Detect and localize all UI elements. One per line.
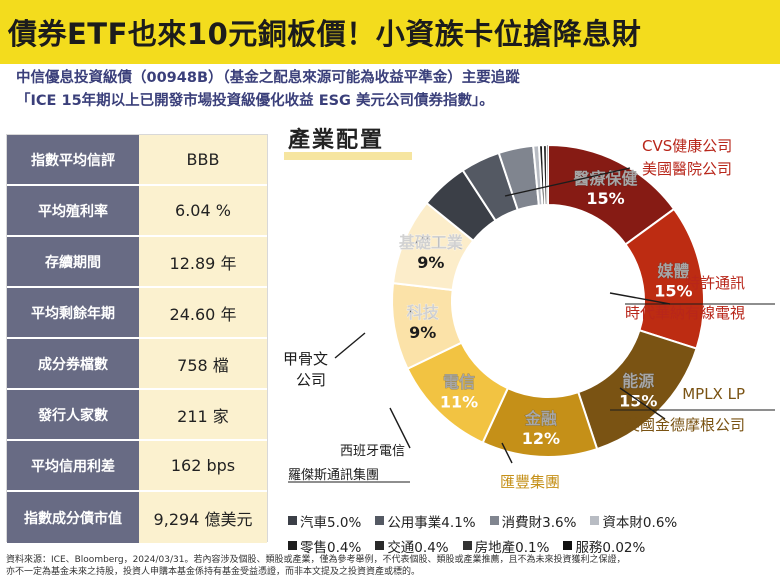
slice-label: 醫療保健 <box>574 169 638 188</box>
example-company: 甲骨文 <box>283 350 328 368</box>
stats-label: 成分券檔數 <box>7 339 139 388</box>
page-title: 債券ETF也來10元銅板價！小資族卡位搶降息財 <box>8 17 642 51</box>
subtitle-line-2: 「ICE 15年期以上已開發市場投資級優化收益 ESG 美元公司債券指數」。 <box>16 93 494 109</box>
example-company: MPLX LP <box>682 385 745 403</box>
legend-item: 資本財0.6% <box>590 511 677 531</box>
example-company: CVS健康公司 <box>642 137 732 155</box>
stats-row: 發行人家數 211 家 <box>7 390 267 441</box>
legend-label: 房地產0.1% <box>474 539 550 556</box>
stats-label: 平均剩餘年期 <box>7 288 139 337</box>
legend-item: 交通0.4% <box>375 536 449 556</box>
legend-row: 零售0.4% 交通0.4% 房地產0.1% 服務0.02% <box>288 533 768 558</box>
example-company: 西班牙電信 <box>340 444 405 459</box>
stats-value: 211 家 <box>139 390 267 439</box>
stats-value: 24.60 年 <box>139 288 267 337</box>
slice-value: 9% <box>409 323 436 342</box>
legend-item: 消費財3.6% <box>489 511 577 531</box>
legend-swatch <box>489 516 499 525</box>
slice-label: 能源 <box>622 371 654 390</box>
legend-row: 汽車5.0% 公用事業4.1% 消費財3.6% 資本財0.6% <box>288 508 768 533</box>
slice-value: 9% <box>417 253 444 272</box>
stats-row: 指數平均信評 BBB <box>7 135 267 186</box>
legend-swatch <box>375 541 385 550</box>
subtitle-line-1: 中信優息投資級債（00948B）（基金之配息來源可能為收益平準金）主要追蹤 <box>16 70 520 86</box>
stats-value: BBB <box>139 135 267 184</box>
stats-value: 12.89 年 <box>139 237 267 286</box>
example-company: 美國金德摩根公司 <box>625 416 745 434</box>
stats-table: 指數平均信評 BBB 平均殖利率 6.04 % 存續期間 12.89 年 平均剩餘年期… <box>6 134 268 543</box>
legend-item: 零售0.4% <box>288 536 361 556</box>
stats-row: 指數成分債市值 9,294 億美元 <box>7 492 267 543</box>
legend-label: 交通0.4% <box>387 539 449 556</box>
stats-label: 平均殖利率 <box>7 186 139 235</box>
legend-swatch <box>288 541 297 550</box>
donut-chart: 醫療保健15%媒體15%能源15%金融12%電信11%科技9%基礎工業9%CVS… <box>283 137 775 491</box>
footer-line-2: 亦不一定為基金未來之持股，投資人申購本基金係持有基金受益憑證，而非本文提及之投資… <box>6 567 421 577</box>
legend-label: 零售0.4% <box>300 539 362 556</box>
legend-swatch <box>462 541 472 550</box>
chart-title: 產業配置 <box>288 128 385 153</box>
annotation-leader-line <box>619 387 666 420</box>
slice-value: 12% <box>522 429 560 448</box>
example-company: 匯豐集團 <box>500 473 560 491</box>
stats-value: 162 bps <box>139 441 267 490</box>
stats-row: 平均殖利率 6.04 % <box>7 186 267 237</box>
slice-value: 11% <box>440 393 478 412</box>
stats-row: 成分券檔數 758 檔 <box>7 339 267 390</box>
example-company: 公司 <box>296 371 326 389</box>
annotation-leader-line <box>609 292 671 305</box>
annotation-leader-line <box>389 407 411 449</box>
legend-swatch <box>288 516 297 525</box>
legend-label: 資本財0.6% <box>602 514 678 531</box>
stats-row: 平均剩餘年期 24.60 年 <box>7 288 267 339</box>
chart-legend: 汽車5.0% 公用事業4.1% 消費財3.6% 資本財0.6% 零售0.4% 交通0.4… <box>288 508 768 558</box>
stats-label: 指數平均信評 <box>7 135 139 184</box>
slice-label: 金融 <box>524 409 557 428</box>
slice-label: 基礎工業 <box>398 233 464 252</box>
stats-label: 發行人家數 <box>7 390 139 439</box>
legend-label: 服務0.02% <box>575 539 646 556</box>
annotation-leader-line <box>501 442 513 464</box>
chart-title-highlight <box>284 152 412 160</box>
stats-label: 平均信用利差 <box>7 441 139 490</box>
sector-chart: 產業配置 醫療保健15%媒體15%能源15%金融12%電信11%科技9%基礎工業… <box>270 118 780 518</box>
stats-value: 6.04 % <box>139 186 267 235</box>
legend-item: 房地產0.1% <box>462 536 550 556</box>
legend-label: 汽車5.0% <box>300 514 362 531</box>
slice-label: 電信 <box>443 373 475 392</box>
stats-value: 9,294 億美元 <box>139 492 267 543</box>
slice-label: 科技 <box>407 303 440 322</box>
legend-item: 公用事業4.1% <box>375 511 476 531</box>
example-company: 特許通訊 <box>685 274 745 292</box>
legend-item: 汽車5.0% <box>288 511 361 531</box>
example-company: 羅傑斯通訊集團 <box>288 467 379 483</box>
stats-row: 存續期間 12.89 年 <box>7 237 267 288</box>
slice-label: 媒體 <box>657 262 689 281</box>
example-company: 美國醫院公司 <box>642 160 732 178</box>
annotation-leader-line <box>334 332 366 359</box>
legend-swatch <box>590 516 600 525</box>
footer-line-1: 資料來源：ICE、Bloomberg，2024/03/31。若內容涉及個股、類股… <box>6 555 626 565</box>
subtitle: 中信優息投資級債（00948B）（基金之配息來源可能為收益平準金）主要追蹤 「I… <box>16 67 776 113</box>
legend-item: 服務0.02% <box>563 536 645 556</box>
footer-disclaimer: 資料來源：ICE、Bloomberg，2024/03/31。若內容涉及個股、類股… <box>6 554 776 578</box>
stats-row: 平均信用利差 162 bps <box>7 441 267 492</box>
stats-label: 存續期間 <box>7 237 139 286</box>
legend-swatch <box>563 541 573 550</box>
legend-label: 公用事業4.1% <box>387 514 476 531</box>
title-banner: 債券ETF也來10元銅板價！小資族卡位搶降息財 <box>0 0 780 64</box>
legend-swatch <box>375 516 385 525</box>
example-company: 時代華納有線電視 <box>625 304 745 322</box>
stats-label: 指數成分債市值 <box>7 492 139 543</box>
annotation-leader-line <box>504 167 631 197</box>
slice-value: 15% <box>586 189 624 208</box>
stats-value: 758 檔 <box>139 339 267 388</box>
legend-label: 消費財3.6% <box>501 514 577 531</box>
slice-value: 15% <box>654 282 692 301</box>
